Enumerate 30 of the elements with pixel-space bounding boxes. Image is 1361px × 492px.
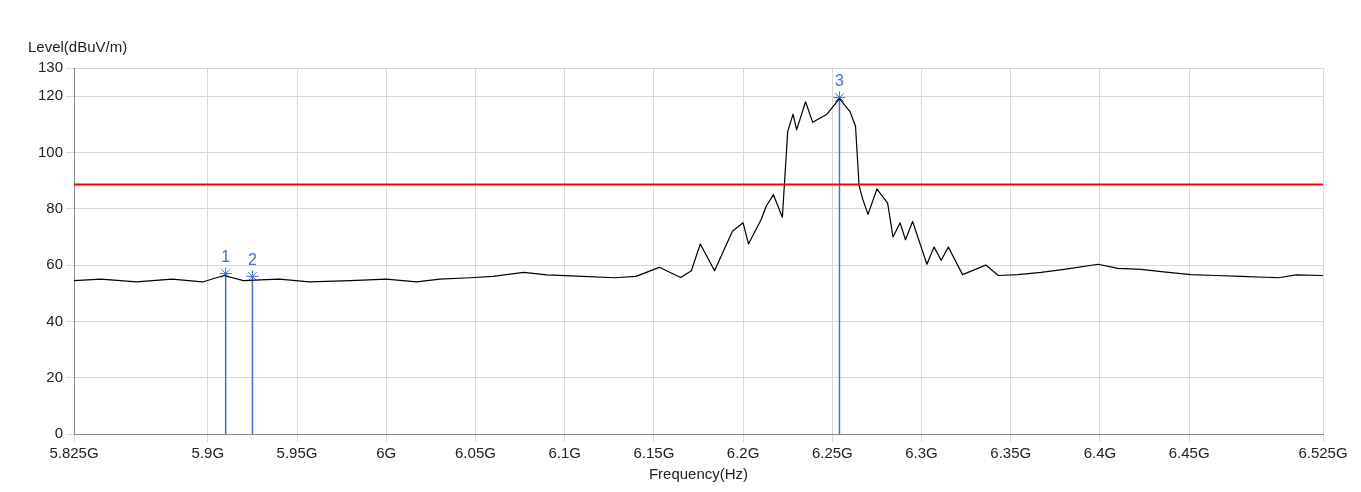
x-tick-label: 6.1G [548, 444, 581, 462]
point [245, 269, 259, 283]
annotation: 1 [221, 247, 231, 265]
x-axis-title: Frequency(Hz) [648, 465, 749, 483]
x-tick-label: 5.95G [276, 444, 318, 462]
x-tick-label: 6G [376, 444, 397, 462]
y-tick-label: 100 [37, 142, 63, 160]
y-axis-title: Level(dBuV/m) [28, 38, 128, 55]
x-tick-label: 6.05G [455, 444, 496, 462]
x-tick-label: 6.25G [811, 444, 853, 462]
annotation: 2 [247, 250, 257, 268]
point [832, 91, 846, 105]
x-tick-label: 6.2G [726, 444, 760, 462]
x-tick-label: 6.35G [990, 444, 1032, 462]
y-tick-label: 130 [37, 58, 63, 76]
x-tick-label: 6.15G [633, 444, 675, 462]
y-tick-label: 120 [37, 86, 63, 104]
y-tick-label: 40 [46, 311, 63, 329]
y-tick-label: 20 [46, 367, 63, 385]
y-tick-label: 0 [54, 424, 63, 442]
y-tick-label: 60 [46, 255, 63, 273]
x-tick-label: 6.4G [1083, 444, 1117, 462]
x-tick-label: 5.9G [191, 444, 225, 462]
annotation: 3 [835, 71, 845, 89]
x-tick-label: 6.3G [905, 444, 938, 462]
x-tick-label: 5.825G [49, 444, 99, 462]
point [219, 267, 233, 281]
y-tick-label: 80 [46, 198, 63, 216]
x-tick-label: 6.525G [1298, 444, 1348, 462]
x-tick-label: 6.45G [1168, 444, 1210, 462]
